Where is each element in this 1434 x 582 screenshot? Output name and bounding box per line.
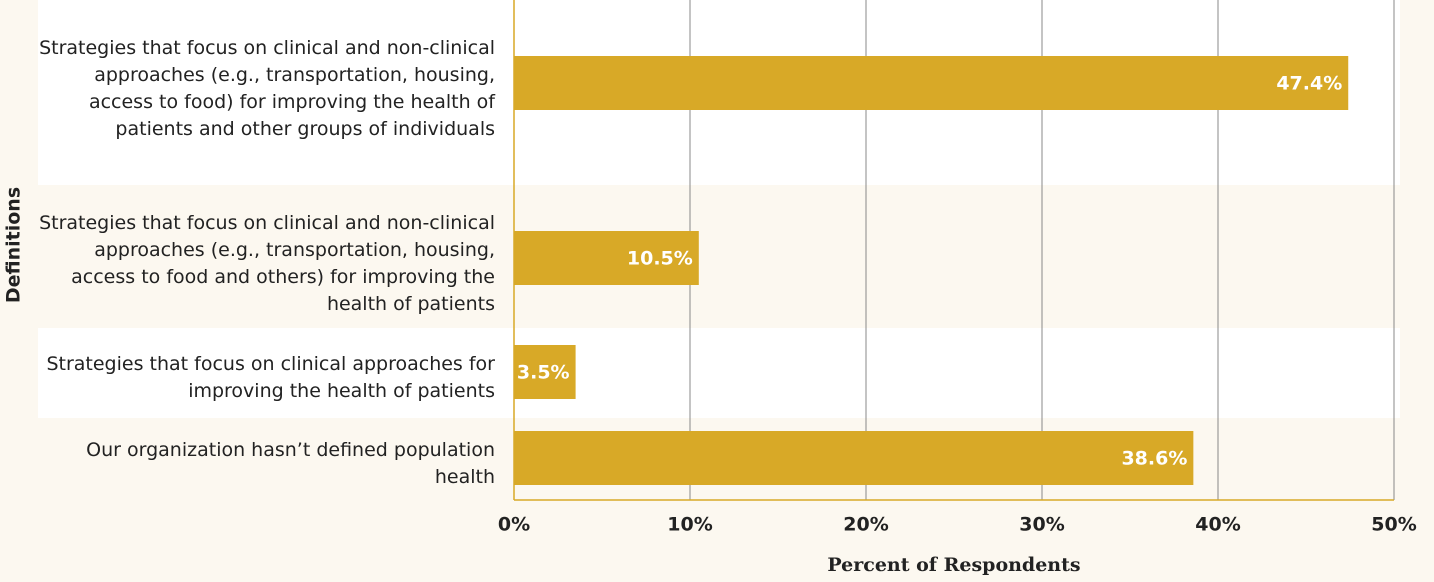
bar [514,231,699,285]
x-tick-label: 30% [1019,514,1064,536]
x-axis-title: Percent of Respondents [827,554,1080,576]
x-tick-label: 0% [498,514,530,536]
bar [514,431,1194,485]
y-axis-title: Definitions [3,187,25,303]
y-tick-label: Strategies that focus on clinical and no… [39,37,495,140]
row-band [38,185,1400,328]
x-tick-label: 10% [667,514,712,536]
y-tick-label: Strategies that focus on clinical approa… [46,353,495,402]
y-tick-label: Our organization hasn’t defined populati… [86,439,495,488]
bar [514,345,576,399]
x-tick-label: 40% [1195,514,1240,536]
y-tick-label: Strategies that focus on clinical and no… [39,212,495,315]
value-label: 3.5% [517,362,570,384]
value-label: 47.4% [1276,73,1342,95]
bar [514,56,1349,110]
x-tick-label: 50% [1371,514,1416,536]
row-band [38,328,1400,418]
value-label: 10.5% [627,248,693,270]
x-tick-label: 20% [843,514,888,536]
value-label: 38.6% [1121,448,1187,470]
